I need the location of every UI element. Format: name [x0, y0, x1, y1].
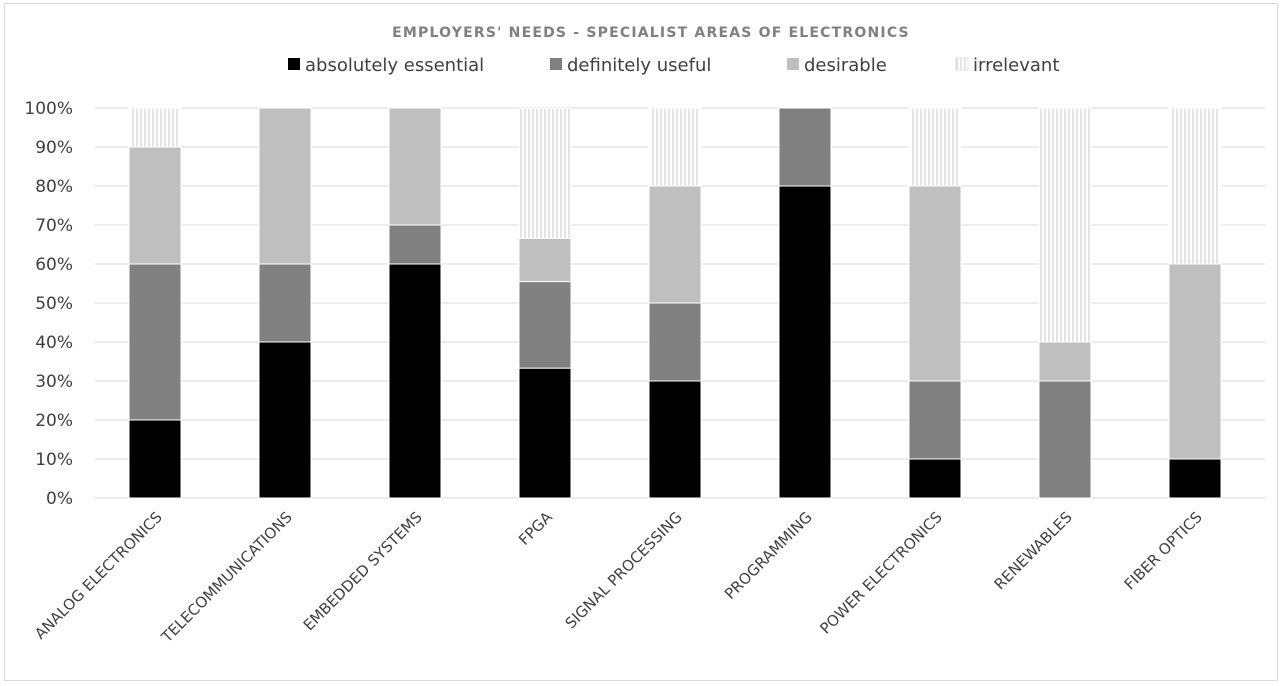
bar-segment — [518, 237, 572, 283]
legend-swatch — [955, 57, 969, 71]
bar-segment — [128, 419, 182, 499]
x-category-label: POWER ELECTRONICS — [816, 508, 946, 638]
bar-segment — [1168, 107, 1222, 265]
bar-segment — [388, 263, 442, 499]
legend-swatch — [787, 58, 799, 70]
bar-segment — [128, 146, 182, 265]
y-tick-label: 100% — [24, 99, 73, 119]
bars — [128, 107, 1222, 499]
bar-segment — [778, 107, 832, 187]
bar-segment — [388, 224, 442, 265]
legend-label: irrelevant — [973, 55, 1059, 76]
y-tick-label: 0% — [46, 489, 73, 509]
bar-segment — [648, 302, 702, 382]
x-category-label: TELECOMMUNICATIONS — [157, 508, 296, 647]
x-category-label: FPGA — [515, 508, 556, 549]
y-tick-label: 90% — [35, 138, 73, 158]
bar-segment — [128, 263, 182, 421]
y-tick-label: 50% — [35, 294, 73, 314]
y-tick-label: 20% — [35, 411, 73, 431]
y-tick-label: 60% — [35, 255, 73, 275]
bar-segment — [128, 107, 182, 148]
legend-label: desirable — [804, 55, 887, 76]
bar-segment — [1168, 263, 1222, 460]
legend-label: definitely useful — [567, 55, 711, 76]
bar-segment — [648, 107, 702, 187]
bar-segment — [778, 185, 832, 499]
legend: absolutely essential definitely useful des… — [288, 55, 1059, 76]
x-category-label: EMBEDDED SYSTEMS — [300, 508, 426, 634]
bar-segment — [1168, 458, 1222, 499]
x-category-label: RENEWABLES — [991, 508, 1076, 593]
y-tick-label: 10% — [35, 450, 73, 470]
y-tick-label: 30% — [35, 372, 73, 392]
bar-segment — [1038, 380, 1092, 499]
bar-segment — [908, 107, 962, 187]
y-tick-label: 70% — [35, 216, 73, 236]
x-category-label: FIBER OPTICS — [1121, 508, 1206, 593]
bar-segment — [908, 458, 962, 499]
y-tick-label: 80% — [35, 177, 73, 197]
bar-segment — [388, 107, 442, 226]
bar-segment — [1038, 107, 1092, 343]
bar-segment — [648, 185, 702, 304]
bar-segment — [518, 281, 572, 369]
legend-swatch — [288, 58, 300, 70]
bar-segment — [258, 263, 312, 343]
bar-segment — [518, 107, 572, 239]
y-tick-label: 40% — [35, 333, 73, 353]
bar-segment — [258, 107, 312, 265]
bar-segment — [648, 380, 702, 499]
bar-segment — [908, 380, 962, 460]
x-category-label: PROGRAMMING — [721, 508, 816, 603]
bar-segment — [908, 185, 962, 382]
bar-segment — [258, 341, 312, 499]
chart-title: EMPLOYERS' NEEDS - SPECIALIST AREAS OF E… — [392, 25, 910, 41]
legend-swatch — [550, 58, 562, 70]
y-axis-ticks: 0% 10% 20% 30% 40% 50% 60% 70% 80% 90% 100% — [24, 99, 73, 509]
x-category-label: SIGNAL PROCESSING — [562, 508, 686, 632]
legend-label: absolutely essential — [305, 55, 484, 76]
bar-segment — [518, 367, 572, 499]
bar-segment — [1038, 341, 1092, 382]
x-category-label: ANALOG ELECTRONICS — [31, 508, 166, 643]
